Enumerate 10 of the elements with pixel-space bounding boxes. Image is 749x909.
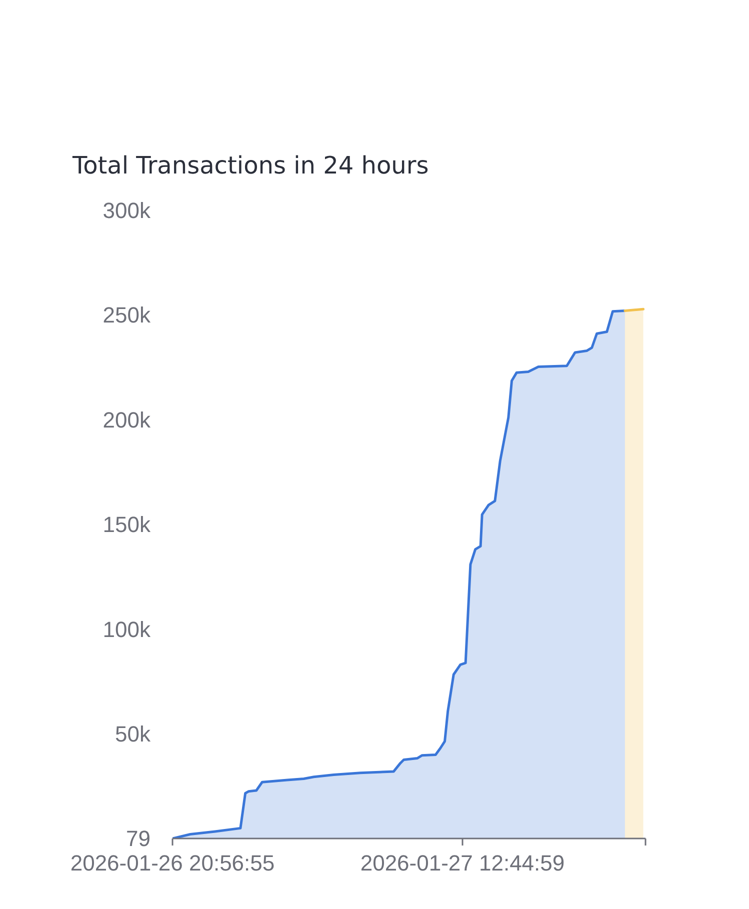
y-tick-label: 50k: [115, 721, 152, 746]
x-tick-label: 2026-01-27 12:44:59: [360, 850, 565, 876]
chart-title: Total Transactions in 24 hours: [72, 152, 429, 180]
y-tick-label: 100k: [102, 616, 152, 642]
y-tick-label: 250k: [102, 302, 152, 328]
x-tick-label: 2026-01-26 20:56:55: [70, 850, 275, 876]
y-tick-label: 300k: [102, 198, 152, 223]
y-tick-label: 79: [126, 826, 151, 851]
y-tick-label: 150k: [102, 512, 152, 538]
y-tick-label: 200k: [102, 407, 152, 432]
